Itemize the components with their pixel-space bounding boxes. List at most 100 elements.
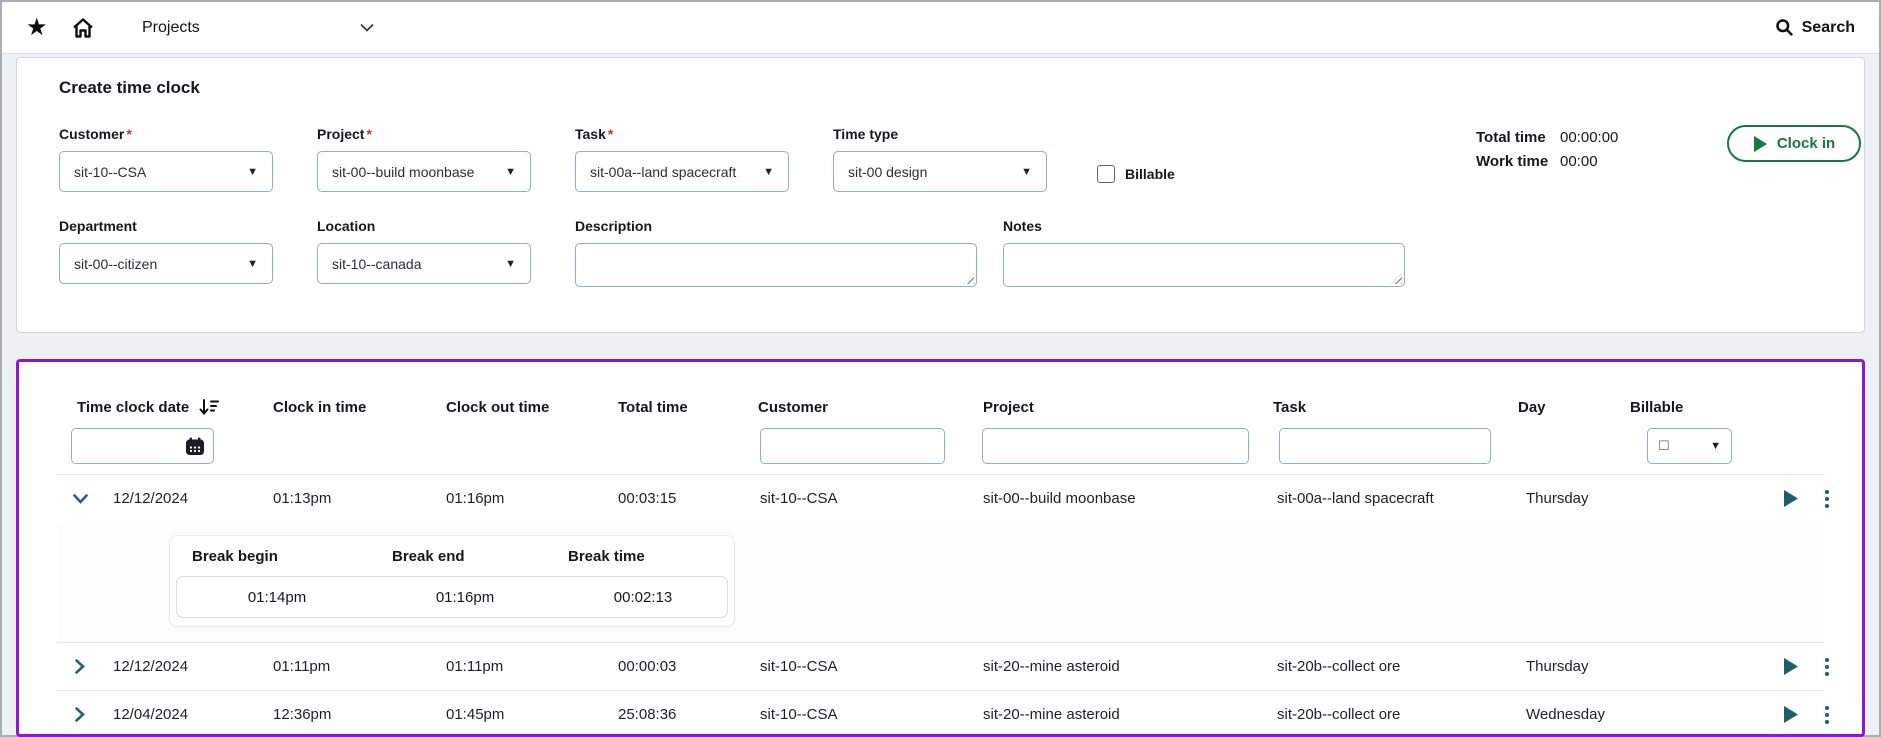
project-select[interactable]: sit-00--build moonbase ▼ [317, 151, 531, 192]
cell-clock-out: 01:45pm [446, 706, 505, 723]
cell-project: sit-00--build moonbase [983, 490, 1136, 507]
expand-row-button[interactable] [57, 707, 103, 722]
project-filter-input[interactable] [982, 428, 1249, 464]
cell-clock-in: 01:13pm [273, 490, 332, 507]
work-time-value: 00:00 [1560, 153, 1598, 170]
break-table: Break begin Break end Break time 01:14pm… [169, 535, 735, 627]
row-menu-button[interactable] [1821, 656, 1833, 678]
billable-checkbox-group: Billable [1097, 165, 1175, 183]
cell-clock-in: 12:36pm [273, 706, 332, 723]
customer-select[interactable]: sit-10--CSA ▼ [59, 151, 273, 192]
project-select-value: sit-00--build moonbase [332, 163, 475, 180]
chevron-right-icon [75, 659, 85, 674]
resume-timer-button[interactable] [1781, 706, 1799, 724]
cell-task: sit-20b--collect ore [1277, 706, 1401, 723]
resume-timer-button[interactable] [1781, 490, 1799, 508]
search-button[interactable]: Search [1775, 18, 1855, 37]
task-filter [1279, 428, 1491, 464]
location-select[interactable]: sit-10--canada ▼ [317, 243, 531, 284]
work-time-row: Work time 00:00 [1476, 150, 1618, 174]
date-filter [71, 428, 214, 464]
department-select-value: sit-00--citizen [74, 255, 158, 272]
cell-date: 12/12/2024 [113, 658, 189, 675]
column-header-total-time: Total time [618, 398, 688, 416]
cell-day: Thursday [1526, 658, 1589, 675]
notes-textarea[interactable] [1003, 243, 1405, 287]
projects-dropdown[interactable]: Projects [142, 19, 374, 37]
break-table-header: Break begin Break end Break time [170, 536, 734, 576]
clock-in-button[interactable]: Clock in [1727, 125, 1861, 162]
star-icon: ★ [26, 13, 48, 41]
row-menu-button[interactable] [1821, 488, 1833, 510]
calendar-icon[interactable] [183, 435, 207, 457]
time-type-label: Time type [833, 126, 899, 142]
expand-row-button[interactable] [57, 659, 103, 674]
table-row[interactable]: 12/12/2024 01:13pm 01:16pm 00:03:15 sit-… [57, 474, 1829, 522]
task-select[interactable]: sit-00a--land spacecraft ▼ [575, 151, 789, 192]
cell-date: 12/04/2024 [113, 706, 189, 723]
required-asterisk: * [366, 126, 372, 142]
time-type-field: Time type sit-00 design ▼ [833, 126, 1047, 192]
resume-timer-button[interactable] [1781, 658, 1799, 676]
time-clock-table-panel: Time clock date Clock in time Clock out … [16, 359, 1865, 737]
row-menu-button[interactable] [1821, 704, 1833, 726]
time-totals: Total time 00:00:00 Work time 00:00 [1476, 126, 1618, 174]
description-field: Description [575, 218, 977, 287]
caret-down-icon: ▼ [1710, 440, 1721, 452]
cell-project: sit-20--mine asteroid [983, 706, 1120, 723]
collapse-row-button[interactable] [57, 493, 103, 504]
break-row: 01:14pm 01:16pm 00:02:13 [177, 577, 727, 617]
cell-customer: sit-10--CSA [760, 490, 838, 507]
break-begin-header: Break begin [192, 547, 278, 565]
billable-filter-value: ☐ [1658, 438, 1670, 453]
task-field: Task * sit-00a--land spacecraft ▼ [575, 126, 789, 192]
cell-clock-out: 01:11pm [446, 658, 504, 675]
table-row[interactable]: 12/04/2024 12:36pm 01:45pm 25:08:36 sit-… [57, 690, 1829, 734]
caret-down-icon: ▼ [247, 165, 258, 178]
total-time-label: Total time [1476, 129, 1546, 146]
row-actions [1765, 704, 1833, 726]
cell-customer: sit-10--CSA [760, 658, 838, 675]
table-row[interactable]: 12/12/2024 01:11pm 01:11pm 00:00:03 sit-… [57, 642, 1829, 690]
task-label: Task * [575, 126, 614, 142]
play-icon [1753, 135, 1767, 152]
project-filter [982, 428, 1249, 464]
row-actions [1765, 656, 1833, 678]
department-field: Department sit-00--citizen ▼ [59, 218, 273, 284]
search-label: Search [1801, 18, 1855, 36]
location-label: Location [317, 218, 376, 234]
top-navigation-bar: ★ Projects Search [2, 2, 1879, 54]
location-field: Location sit-10--canada ▼ [317, 218, 531, 284]
time-type-select[interactable]: sit-00 design ▼ [833, 151, 1047, 192]
description-textarea[interactable] [575, 243, 977, 287]
chevron-right-icon [75, 707, 85, 722]
column-header-customer: Customer [758, 398, 829, 416]
home-button[interactable] [70, 12, 114, 44]
break-time-value: 00:02:13 [613, 588, 673, 606]
cell-total-time: 00:03:15 [618, 490, 677, 507]
home-icon [70, 16, 96, 40]
customer-label: Customer * [59, 126, 132, 142]
column-header-time-clock-date[interactable]: Time clock date [57, 398, 263, 416]
break-table-body: 01:14pm 01:16pm 00:02:13 [176, 576, 728, 618]
department-label: Department [59, 218, 137, 234]
customer-filter-input[interactable] [760, 428, 945, 464]
billable-checkbox-label: Billable [1125, 166, 1175, 182]
task-filter-input[interactable] [1279, 428, 1491, 464]
department-select[interactable]: sit-00--citizen ▼ [59, 243, 273, 284]
column-header-billable: Billable [1630, 398, 1684, 416]
billable-checkbox[interactable] [1097, 165, 1115, 183]
total-time-value: 00:00:00 [1560, 129, 1619, 146]
favorites-button[interactable]: ★ [26, 12, 70, 44]
customer-filter [760, 428, 945, 464]
caret-down-icon: ▼ [1021, 165, 1032, 178]
time-type-select-value: sit-00 design [848, 163, 928, 180]
form-row-2: Department sit-00--citizen ▼ Location si… [59, 218, 1822, 287]
cell-day: Wednesday [1526, 706, 1605, 723]
row-actions [1765, 488, 1833, 510]
billable-filter-select[interactable]: ☐ ▼ [1647, 428, 1732, 464]
column-header-task: Task [1273, 398, 1307, 416]
cell-project: sit-20--mine asteroid [983, 658, 1120, 675]
cell-customer: sit-10--CSA [760, 706, 838, 723]
